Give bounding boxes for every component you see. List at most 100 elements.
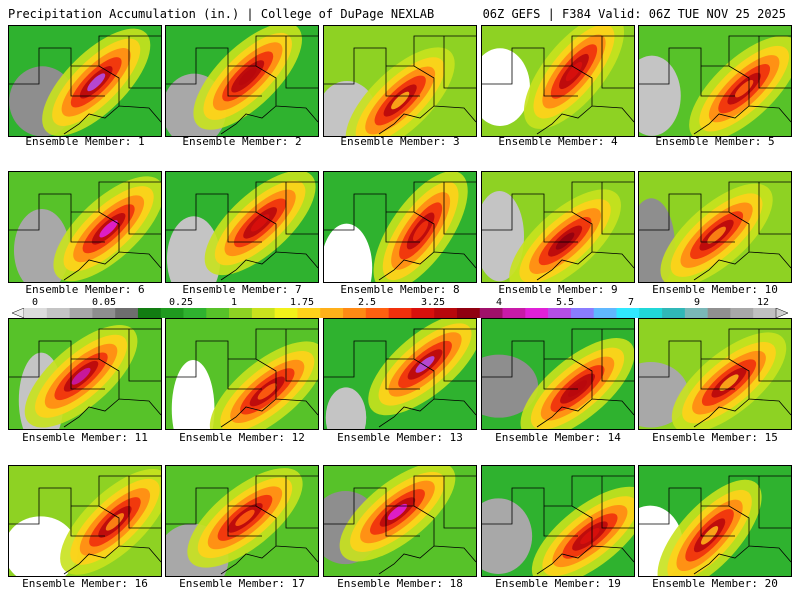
precip-field xyxy=(639,26,791,136)
ensemble-member-map xyxy=(481,318,635,430)
ensemble-member-label: Ensemble Member: 17 xyxy=(179,577,305,590)
colorbar-tick-label: 3.25 xyxy=(420,297,446,308)
ensemble-member-map xyxy=(165,25,319,137)
ensemble-member-map xyxy=(638,25,792,137)
colorbar-tick-label: 9 xyxy=(693,297,701,308)
colorbar-swatch xyxy=(46,308,70,318)
ensemble-member-label: Ensemble Member: 4 xyxy=(498,135,618,148)
ensemble-member-label: Ensemble Member: 13 xyxy=(337,431,463,444)
colorbar-max-arrow xyxy=(775,308,788,318)
ensemble-member-map xyxy=(323,171,477,283)
colorbar-swatch xyxy=(434,308,458,318)
colorbar-swatch xyxy=(274,308,298,318)
precip-field xyxy=(482,26,634,136)
colorbar-swatch xyxy=(183,308,207,318)
ensemble-member-map xyxy=(638,465,792,577)
colorbar-swatch xyxy=(365,308,389,318)
precip-field xyxy=(166,466,318,576)
ensemble-member-map xyxy=(165,318,319,430)
ensemble-member-map xyxy=(323,318,477,430)
colorbar-swatch xyxy=(548,308,572,318)
model-run-info: 06Z GEFS | F384 Valid: 06Z TUE NOV 25 20… xyxy=(482,7,786,21)
map-title: Precipitation Accumulation (in.) | Colle… xyxy=(8,7,435,21)
ensemble-member-map xyxy=(8,25,162,137)
colorbar-swatch xyxy=(206,308,230,318)
colorbar-swatch xyxy=(707,308,731,318)
precip-field xyxy=(324,319,476,429)
colorbar-tick-label: 1 xyxy=(230,297,238,308)
colorbar-swatch xyxy=(69,308,93,318)
ensemble-member-map xyxy=(481,25,635,137)
colorbar-swatch xyxy=(502,308,526,318)
colorbar-tick-label: 4 xyxy=(495,297,503,308)
ensemble-member-label: Ensemble Member: 19 xyxy=(495,577,621,590)
colorbar-swatch xyxy=(525,308,549,318)
precip-field xyxy=(482,172,634,282)
ensemble-member-map xyxy=(323,465,477,577)
precip-field xyxy=(324,172,476,282)
ensemble-member-map xyxy=(165,465,319,577)
colorbar-swatch xyxy=(320,308,344,318)
colorbar-tick-label: 12 xyxy=(756,297,770,308)
ensemble-member-label: Ensemble Member: 1 xyxy=(25,135,145,148)
colorbar-swatch xyxy=(137,308,162,318)
precip-field xyxy=(9,319,161,429)
ensemble-member-label: Ensemble Member: 2 xyxy=(182,135,302,148)
ensemble-member-map xyxy=(8,171,162,283)
colorbar-swatch xyxy=(343,308,367,318)
precip-field xyxy=(9,26,161,136)
precip-field xyxy=(166,319,318,429)
ensemble-member-label: Ensemble Member: 16 xyxy=(22,577,148,590)
precip-field xyxy=(166,172,318,282)
colorbar-tick-label: 2.5 xyxy=(357,297,377,308)
colorbar-swatch xyxy=(753,308,777,318)
ensemble-member-label: Ensemble Member: 12 xyxy=(179,431,305,444)
colorbar-swatch xyxy=(479,308,503,318)
ensemble-member-map xyxy=(323,25,477,137)
ensemble-member-label: Ensemble Member: 8 xyxy=(340,283,460,296)
ensemble-member-label: Ensemble Member: 20 xyxy=(652,577,778,590)
colorbar-swatch xyxy=(570,308,594,318)
colorbar-swatch xyxy=(684,308,708,318)
precip-field xyxy=(9,466,161,576)
precip-field xyxy=(482,319,634,429)
precipitation-colorbar xyxy=(12,308,788,318)
precip-field xyxy=(9,172,161,282)
ensemble-member-map xyxy=(638,171,792,283)
ensemble-member-label: Ensemble Member: 10 xyxy=(652,283,778,296)
colorbar-swatch xyxy=(297,308,321,318)
colorbar-swatch xyxy=(456,308,481,318)
colorbar-tick-label: 0.25 xyxy=(168,297,194,308)
colorbar-swatch xyxy=(229,308,253,318)
ensemble-member-label: Ensemble Member: 18 xyxy=(337,577,463,590)
colorbar-swatch xyxy=(388,308,412,318)
precip-field xyxy=(639,172,791,282)
ensemble-member-map xyxy=(165,171,319,283)
precip-field xyxy=(166,26,318,136)
precip-field xyxy=(639,466,791,576)
colorbar-swatch xyxy=(593,308,617,318)
colorbar-swatch xyxy=(160,308,184,318)
colorbar-swatch xyxy=(24,308,48,318)
colorbar-tick-label: 5.5 xyxy=(555,297,575,308)
precip-field xyxy=(324,26,476,136)
colorbar-min-arrow xyxy=(12,308,25,318)
ensemble-member-map xyxy=(638,318,792,430)
ensemble-member-label: Ensemble Member: 15 xyxy=(652,431,778,444)
colorbar-swatch xyxy=(92,308,116,318)
colorbar-tick-label: 0.05 xyxy=(91,297,117,308)
ensemble-member-label: Ensemble Member: 3 xyxy=(340,135,460,148)
colorbar-swatch xyxy=(411,308,435,318)
ensemble-member-map xyxy=(8,318,162,430)
colorbar-tick-label: 7 xyxy=(627,297,635,308)
ensemble-member-label: Ensemble Member: 5 xyxy=(655,135,775,148)
ensemble-member-label: Ensemble Member: 7 xyxy=(182,283,302,296)
ensemble-member-label: Ensemble Member: 9 xyxy=(498,283,618,296)
precip-field xyxy=(482,466,634,576)
colorbar-tick-label: 1.75 xyxy=(289,297,315,308)
ensemble-member-label: Ensemble Member: 14 xyxy=(495,431,621,444)
colorbar-swatch xyxy=(251,308,275,318)
colorbar-tick-label: 0 xyxy=(31,297,39,308)
ensemble-member-map xyxy=(8,465,162,577)
precip-field xyxy=(639,319,791,429)
